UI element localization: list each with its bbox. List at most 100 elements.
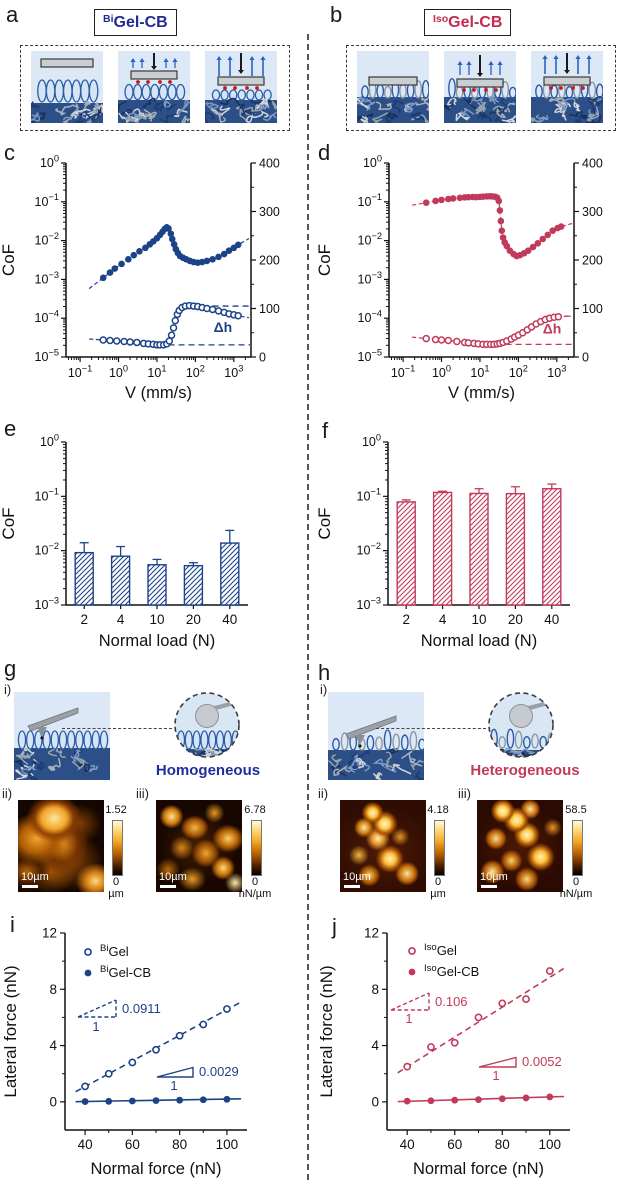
svg-text:40: 40	[400, 1137, 415, 1152]
bigel-schematic-retract	[203, 51, 278, 126]
svg-text:400: 400	[259, 157, 280, 171]
colorbar-unit-label: nN/µm	[238, 888, 272, 900]
panel-h-sublabel-iii: iii)	[458, 786, 471, 801]
svg-text:10−1: 10−1	[357, 487, 381, 504]
svg-text:100: 100	[432, 363, 451, 380]
bigel-afm-schematic-svg	[12, 692, 110, 781]
panel-label-a: a	[6, 2, 19, 27]
panel-g-sublabel-iii: iii)	[136, 786, 149, 801]
colorbar	[251, 820, 262, 876]
chart-lateral-vs-normal-isogel: 40 60 80 100 0 4 8 12 IsoGel IsoGel-CB 0.106 1 0.005…	[316, 905, 630, 1184]
afm-stiffness-map-isogel: 10µm	[477, 800, 563, 892]
svg-text:10−2: 10−2	[357, 541, 381, 558]
svg-text:10−3: 10−3	[357, 595, 381, 612]
svg-text:V (mm/s): V (mm/s)	[448, 384, 515, 402]
scalebar-label: 10µm	[343, 871, 371, 883]
svg-text:0: 0	[49, 1094, 57, 1109]
chart-lateral-vs-normal-bigel: 40 60 80 100 0 4 8 12 BiGel BiGel-CB 0.0911 1 0.0029…	[0, 905, 310, 1184]
svg-text:10−1: 10−1	[68, 363, 92, 380]
svg-text:10: 10	[471, 612, 486, 627]
bar	[74, 551, 94, 606]
homogeneous-label: Homogeneous	[155, 762, 261, 779]
svg-text:60: 60	[447, 1137, 462, 1152]
svg-text:10−3: 10−3	[35, 270, 59, 287]
svg-text:12: 12	[364, 926, 379, 941]
panel-h-sublabel-i: i)	[320, 682, 328, 697]
bar	[220, 542, 240, 606]
scalebar	[344, 885, 360, 888]
isogel-title-text: Gel-CB	[448, 14, 503, 31]
chart-cof-vs-load-isogel: 100 10−1 10−2 10−3 2 4 10 20 40 Normal load (N) Co…	[315, 415, 630, 672]
svg-text:0.0052: 0.0052	[522, 1054, 562, 1069]
svg-text:0.106: 0.106	[435, 994, 468, 1009]
svg-text:8: 8	[49, 982, 57, 997]
svg-text:2: 2	[402, 612, 410, 627]
colorbar-min-label: 0	[434, 876, 442, 888]
panel-h-sublabel-ii: ii)	[318, 786, 329, 801]
chart-cof-vs-load-bigel: 100 10−1 10−2 10−3 2 4 10 20 40 Normal load (N) Co…	[0, 415, 310, 672]
svg-text:10−1: 10−1	[391, 363, 415, 380]
svg-text:Lateral force (nN): Lateral force (nN)	[317, 965, 336, 1097]
isogel-press-svg	[442, 51, 517, 123]
bigel-rest-svg	[28, 51, 106, 125]
colorbar-unit-label: µm	[108, 888, 124, 900]
svg-text:Normal force (nN): Normal force (nN)	[413, 1160, 544, 1178]
svg-text:0.0911: 0.0911	[122, 1001, 161, 1016]
panel-g-sublabel-ii: ii)	[2, 786, 13, 801]
panel-g-sublabel-i: i)	[4, 682, 12, 697]
colorbar-max-label: 6.78	[244, 804, 266, 816]
zoom-connector-line	[62, 728, 172, 729]
bigel-zoom-inset	[172, 690, 242, 760]
bar	[469, 492, 489, 606]
svg-text:100: 100	[539, 1137, 562, 1152]
isogel-title-superscript: Iso	[433, 13, 449, 25]
svg-text:CoF: CoF	[0, 507, 18, 539]
svg-text:Δh: Δh	[543, 321, 562, 337]
heterogeneous-label: Heterogeneous	[470, 762, 580, 779]
svg-text:100: 100	[40, 153, 59, 170]
svg-text:20: 20	[186, 612, 201, 627]
panel-label-b: b	[330, 2, 343, 27]
svg-text:10−3: 10−3	[358, 270, 382, 287]
bigel-title-superscript: Bi	[103, 13, 114, 25]
colorbar	[434, 820, 445, 876]
scalebar	[160, 885, 176, 888]
svg-text:Lateral force (nN): Lateral force (nN)	[1, 965, 20, 1097]
panel-label-d: d	[318, 140, 331, 165]
svg-text:100: 100	[216, 1137, 239, 1152]
colorbar-min-label: 0	[251, 876, 259, 888]
svg-text:10−5: 10−5	[35, 347, 59, 364]
panel-label-e: e	[4, 416, 17, 441]
bigel-press-svg	[117, 51, 191, 125]
bigel-retract-svg	[203, 51, 278, 126]
svg-text:100: 100	[109, 363, 128, 380]
bigel-afm-schematic	[12, 692, 110, 781]
colorbar-max-label: 1.52	[105, 804, 127, 816]
isogel-schematic-press	[442, 51, 517, 123]
svg-text:10−2: 10−2	[358, 231, 382, 248]
chart-j-svg: 40 60 80 100 0 4 8 12 IsoGel IsoGel-CB 0.106 1 0.005…	[317, 926, 570, 1178]
svg-text:300: 300	[259, 205, 280, 219]
svg-text:103: 103	[224, 363, 243, 380]
svg-text:Normal load (N): Normal load (N)	[421, 632, 537, 650]
colorbar-unit-label: µm	[430, 888, 446, 900]
svg-text:102: 102	[186, 363, 205, 380]
chart-cof-vs-velocity-bigel: 10−1 100 101 102 103 100 10−1 10−2 10−3 10−4 10−5 0…	[0, 140, 310, 413]
isogel-retract-svg	[529, 51, 606, 125]
panel-label-f: f	[322, 418, 329, 443]
fit-line-IsoGel	[397, 967, 565, 1074]
bigel-schematic-press	[117, 51, 191, 125]
svg-text:102: 102	[509, 363, 528, 380]
zoom-connector-line	[376, 728, 486, 729]
svg-text:4: 4	[439, 612, 447, 627]
isogel-schematic-box	[346, 45, 616, 131]
svg-text:10−1: 10−1	[35, 192, 59, 209]
chart-cof-vs-velocity-isogel: 10−1 100 101 102 103 100 10−1 10−2 10−3 10−4 10−5 0…	[315, 140, 630, 413]
isogel-afm-schematic	[328, 692, 426, 781]
colorbar-unit-label: nN/µm	[559, 888, 593, 900]
svg-text:BiGel: BiGel	[100, 943, 129, 959]
afm-height-map-isogel: 10µm	[340, 800, 426, 892]
svg-text:4: 4	[49, 1038, 57, 1053]
svg-text:1: 1	[405, 1011, 412, 1026]
